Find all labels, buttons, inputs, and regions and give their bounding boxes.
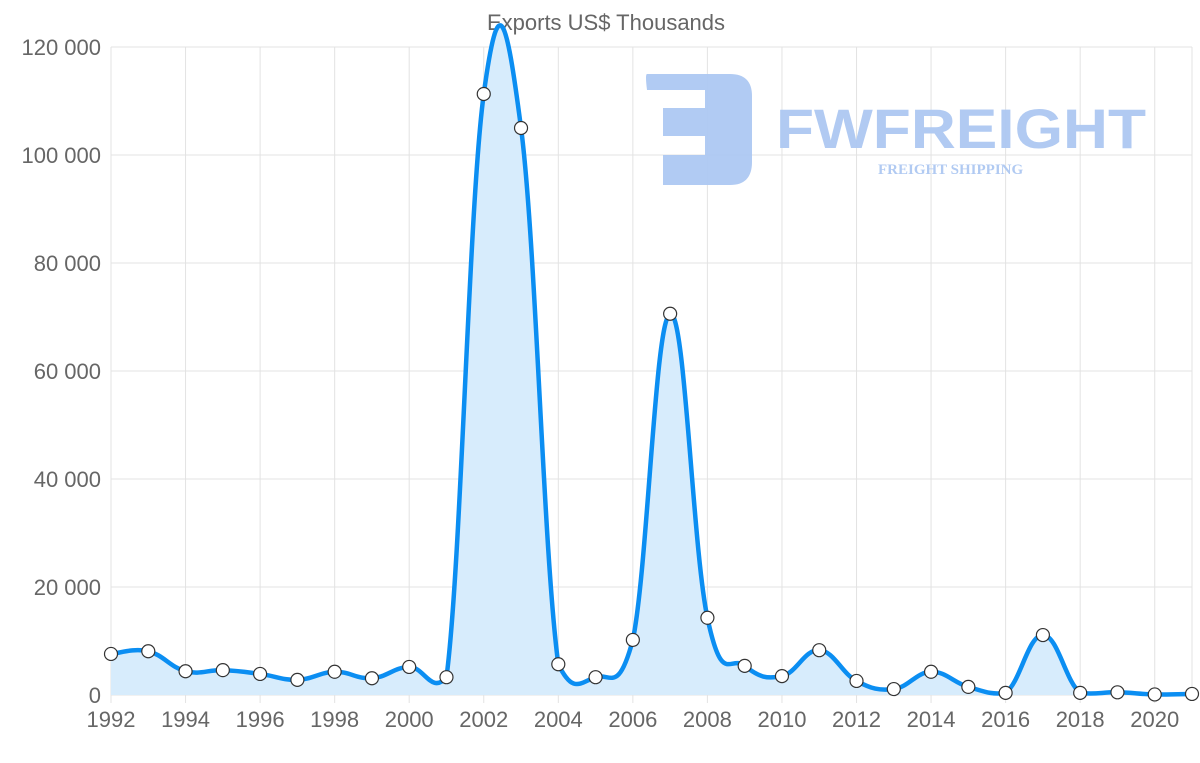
logo-brand: FWFREIGHT bbox=[776, 97, 1146, 160]
x-tick-label: 2002 bbox=[459, 707, 508, 732]
data-point-1997[interactable] bbox=[290, 672, 305, 687]
x-tick-label: 2000 bbox=[385, 707, 434, 732]
y-tick-label: 80 000 bbox=[34, 251, 101, 276]
series-points bbox=[103, 86, 1200, 702]
data-point-1992[interactable] bbox=[103, 646, 119, 662]
data-point-2010[interactable] bbox=[774, 668, 790, 684]
data-point-1998[interactable] bbox=[327, 664, 342, 679]
data-point-2006[interactable] bbox=[625, 632, 640, 648]
x-tick-label: 2016 bbox=[981, 707, 1030, 732]
y-tick-label: 120 000 bbox=[21, 35, 101, 60]
x-tick-label: 1994 bbox=[161, 707, 210, 732]
data-point-2014[interactable] bbox=[923, 664, 939, 679]
x-tick-label: 2006 bbox=[608, 707, 657, 732]
data-point-1993[interactable] bbox=[141, 644, 156, 659]
data-point-2003[interactable] bbox=[513, 120, 529, 136]
x-tick-label: 2018 bbox=[1056, 707, 1105, 732]
data-point-2008[interactable] bbox=[700, 610, 715, 625]
data-point-2018[interactable] bbox=[1073, 685, 1088, 700]
series-area bbox=[111, 25, 1192, 696]
data-point-2021[interactable] bbox=[1184, 686, 1200, 702]
data-point-2019[interactable] bbox=[1110, 685, 1125, 700]
x-tick-label: 2014 bbox=[907, 707, 956, 732]
x-tick-label: 2004 bbox=[534, 707, 583, 732]
x-tick-label: 2012 bbox=[832, 707, 881, 732]
data-point-2004[interactable] bbox=[551, 657, 566, 672]
data-point-1995[interactable] bbox=[215, 663, 230, 678]
data-point-2001[interactable] bbox=[439, 670, 454, 685]
x-tick-label: 2020 bbox=[1130, 707, 1179, 732]
x-tick-label: 1998 bbox=[310, 707, 359, 732]
data-point-2000[interactable] bbox=[402, 659, 417, 675]
data-point-2016[interactable] bbox=[998, 685, 1013, 700]
x-tick-label: 2008 bbox=[683, 707, 732, 732]
data-point-1996[interactable] bbox=[253, 666, 268, 682]
data-point-2002[interactable] bbox=[476, 86, 491, 102]
data-point-2013[interactable] bbox=[886, 681, 901, 697]
data-point-2015[interactable] bbox=[961, 679, 976, 695]
x-tick-label: 2010 bbox=[757, 707, 806, 732]
data-point-2005[interactable] bbox=[588, 670, 603, 685]
y-tick-label: 60 000 bbox=[34, 359, 101, 384]
logo-mark-icon bbox=[646, 74, 752, 185]
data-point-2009[interactable] bbox=[737, 658, 752, 673]
x-tick-label: 1996 bbox=[236, 707, 285, 732]
y-tick-label: 0 bbox=[89, 683, 101, 708]
data-point-1999[interactable] bbox=[364, 671, 380, 686]
data-point-2011[interactable] bbox=[812, 643, 827, 658]
y-tick-label: 20 000 bbox=[34, 575, 101, 600]
y-axis: 0 20 000 40 000 60 000 80 000 100 000 120 000 bbox=[21, 35, 101, 708]
data-point-2012[interactable] bbox=[849, 673, 864, 689]
chart-title: Exports US$ Thousands bbox=[487, 10, 725, 35]
y-tick-label: 40 000 bbox=[34, 467, 101, 492]
data-point-2017[interactable] bbox=[1035, 627, 1050, 643]
y-tick-label: 100 000 bbox=[21, 143, 101, 168]
data-point-2007[interactable] bbox=[663, 306, 678, 321]
x-axis: 1992 1994 1996 1998 2000 2002 2004 2006 2008 2010… bbox=[87, 707, 1180, 732]
x-tick-label: 1992 bbox=[87, 707, 136, 732]
data-point-2020[interactable] bbox=[1147, 687, 1162, 702]
watermark-logo: FWFREIGHT FREIGHT SHIPPING bbox=[646, 74, 1146, 185]
logo-tagline: FREIGHT SHIPPING bbox=[878, 162, 1023, 178]
data-point-1994[interactable] bbox=[178, 664, 193, 679]
